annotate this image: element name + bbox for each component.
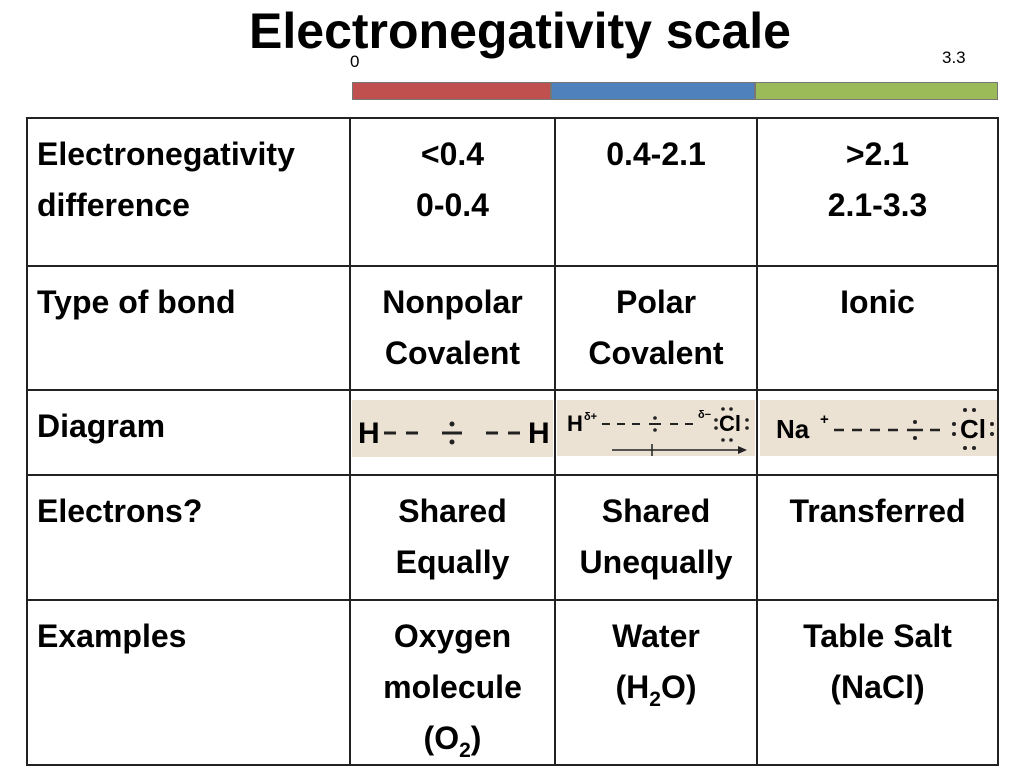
table-cell: Electronegativity difference — [27, 118, 350, 266]
atom: H — [528, 417, 550, 450]
scale-segment — [352, 82, 551, 100]
table-cell: Shared Unequally — [555, 475, 757, 600]
cell-line: molecule — [383, 669, 522, 705]
atom: Na — [776, 414, 810, 444]
cell-line: 0.4-2.1 — [606, 136, 706, 172]
text: (H — [615, 669, 650, 705]
cell-line: Unequally — [579, 544, 733, 580]
cell-line: (NaCl) — [830, 669, 925, 705]
title: Electronegativity scale — [249, 3, 791, 59]
cell-line: Table Salt — [803, 618, 952, 654]
cell-line: Diagram — [37, 408, 166, 444]
table-cell: Type of bond — [27, 266, 350, 390]
table-cell: Nonpolar Covalent — [350, 266, 555, 390]
subscript: 2 — [459, 739, 471, 762]
cell-line: Electrons? — [37, 493, 203, 529]
diagram: Na + Cl — [760, 400, 998, 456]
cell-line: >2.1 — [845, 136, 910, 172]
scale-max: 3.3 — [942, 48, 966, 67]
table-border — [26, 265, 999, 267]
scale-min: 0 — [350, 52, 360, 71]
cell-line: Equally — [395, 544, 510, 580]
text: ) — [470, 720, 482, 756]
table-cell: <0.4 0-0.4 — [350, 118, 555, 266]
table-border — [756, 117, 758, 766]
diagram: H δ+ δ− Cl — [557, 400, 755, 456]
text: (O — [423, 720, 460, 756]
diagram: H H — [352, 400, 553, 457]
table-border — [997, 117, 999, 766]
table-cell: 0.4-2.1 — [555, 118, 757, 266]
cell-line: Shared — [601, 493, 711, 529]
cell-line: Polar — [615, 284, 697, 320]
cell-line: Ionic — [840, 284, 915, 320]
table-cell: Ionic — [757, 266, 998, 390]
cell-line: Shared — [398, 493, 507, 529]
cell-line: <0.4 — [420, 136, 485, 172]
atom: Cl — [719, 411, 741, 436]
charge: δ+ — [584, 411, 597, 423]
text: O) — [660, 669, 697, 705]
subscript: 2 — [649, 688, 661, 711]
table-border — [26, 599, 999, 601]
table-cell: Electrons? — [27, 475, 350, 600]
table-cell: >2.1 2.1-3.3 — [757, 118, 998, 266]
table-border — [26, 117, 28, 766]
atom: H — [358, 417, 380, 450]
atom: H — [567, 411, 583, 436]
table-border — [26, 474, 999, 476]
cell-line: Examples — [37, 618, 187, 654]
table-cell: Oxygen molecule (O2) — [350, 600, 555, 765]
charge: + — [820, 411, 829, 428]
atom: Cl — [960, 414, 986, 444]
table-cell: Table Salt (NaCl) — [757, 600, 998, 765]
cell-line: (H2O) — [555, 662, 757, 725]
table-border — [26, 764, 999, 766]
table-border — [26, 389, 999, 391]
cell-line: Covalent — [588, 335, 724, 371]
table-cell: Polar Covalent — [555, 266, 757, 390]
table-cell: Examples — [27, 600, 350, 765]
table-border — [554, 117, 556, 766]
cell-line: 2.1-3.3 — [827, 187, 928, 223]
table-cell: Transferred — [757, 475, 998, 600]
scale-segment — [551, 82, 755, 100]
cell-line: Oxygen — [393, 618, 512, 654]
charge: δ− — [698, 409, 711, 421]
table-border — [349, 117, 351, 766]
cell-line: Electronegativity — [37, 136, 295, 172]
cell-line: 0-0.4 — [416, 187, 489, 223]
table-cell: Shared Equally — [350, 475, 555, 600]
table-border — [26, 117, 999, 119]
cell-line: Covalent — [384, 335, 521, 371]
table-cell: Diagram — [27, 390, 350, 475]
cell-line: difference — [37, 187, 190, 223]
cell-line: Transferred — [789, 493, 966, 529]
cell-line: Type of bond — [37, 284, 236, 320]
cell-line: Nonpolar — [382, 284, 523, 320]
scale-segment — [755, 82, 998, 100]
table-cell: Water (H2O) — [555, 600, 757, 765]
cell-line: (O2) — [350, 713, 555, 776]
cell-line: Water — [612, 618, 700, 654]
